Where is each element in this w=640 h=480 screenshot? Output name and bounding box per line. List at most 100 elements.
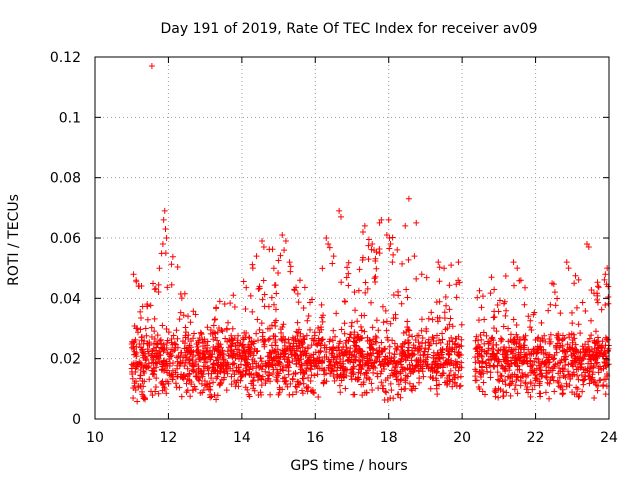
data-point (577, 364, 584, 371)
data-point (149, 392, 156, 399)
data-point (386, 343, 393, 350)
data-point (146, 339, 153, 346)
data-point (406, 332, 413, 339)
data-point (586, 335, 593, 342)
data-point (439, 349, 446, 356)
data-point (311, 337, 318, 344)
data-point (238, 373, 245, 380)
data-point (243, 356, 250, 363)
data-point (151, 368, 158, 375)
data-point (336, 373, 343, 380)
data-point (357, 323, 364, 330)
data-point (258, 382, 265, 389)
data-point (295, 355, 302, 362)
data-point (266, 246, 273, 253)
data-point (391, 370, 398, 377)
data-point (154, 341, 161, 348)
data-point (318, 301, 325, 308)
data-point (348, 323, 355, 330)
data-point (550, 377, 557, 384)
data-point (478, 304, 485, 311)
data-point (128, 344, 135, 351)
data-point (224, 348, 231, 355)
data-point (304, 317, 311, 324)
data-point (359, 256, 366, 263)
data-point (201, 377, 208, 384)
data-point (473, 333, 480, 340)
data-point (305, 313, 312, 320)
data-point (133, 353, 140, 360)
data-point (276, 359, 283, 366)
data-point (204, 344, 211, 351)
data-point (446, 282, 453, 289)
data-point (415, 332, 422, 339)
data-point (588, 317, 595, 324)
data-point (413, 275, 420, 282)
data-point (131, 380, 138, 387)
data-point (591, 378, 598, 385)
data-point (257, 363, 264, 370)
data-point (215, 348, 222, 355)
data-point (295, 299, 302, 306)
data-point (210, 379, 217, 386)
data-point (227, 300, 234, 307)
data-point (291, 287, 298, 294)
data-point (223, 387, 230, 394)
data-point (287, 349, 294, 356)
data-point (420, 373, 427, 380)
data-point (131, 338, 138, 345)
data-point (441, 265, 448, 272)
data-point (477, 344, 484, 351)
data-point (267, 391, 274, 398)
data-point (136, 359, 143, 366)
data-point (490, 342, 497, 349)
data-point (472, 354, 479, 361)
data-point (205, 353, 212, 360)
data-point (129, 375, 136, 382)
data-point (140, 340, 147, 347)
data-point (516, 337, 523, 344)
data-point (428, 309, 435, 316)
data-point (237, 340, 244, 347)
data-point (588, 360, 595, 367)
data-point (163, 390, 170, 397)
data-point (262, 368, 269, 375)
data-point (142, 354, 149, 361)
data-point (168, 371, 175, 378)
data-point (148, 63, 155, 70)
data-point (344, 357, 351, 364)
data-point (343, 337, 350, 344)
data-point (412, 363, 419, 370)
data-point (602, 391, 609, 398)
data-point (331, 377, 338, 384)
data-point (514, 334, 521, 341)
data-point (545, 307, 552, 314)
data-point (337, 389, 344, 396)
data-point (151, 315, 158, 322)
data-point (358, 327, 365, 334)
data-point (251, 374, 258, 381)
data-point (352, 375, 359, 382)
data-point (494, 301, 501, 308)
data-point (160, 216, 167, 223)
data-point (479, 353, 486, 360)
data-point (311, 332, 318, 339)
data-point (243, 284, 250, 291)
data-point (500, 323, 507, 330)
data-point (200, 347, 207, 354)
data-point (268, 342, 275, 349)
data-point (491, 313, 498, 320)
data-point (457, 373, 464, 380)
data-point (136, 283, 143, 290)
data-point (299, 390, 306, 397)
data-point (509, 354, 516, 361)
data-point (245, 346, 252, 353)
data-point (184, 376, 191, 383)
data-point (522, 380, 529, 387)
data-point (160, 341, 167, 348)
data-point (438, 361, 445, 368)
data-point (440, 354, 447, 361)
data-point (342, 385, 349, 392)
data-point (151, 335, 158, 342)
data-point (237, 361, 244, 368)
